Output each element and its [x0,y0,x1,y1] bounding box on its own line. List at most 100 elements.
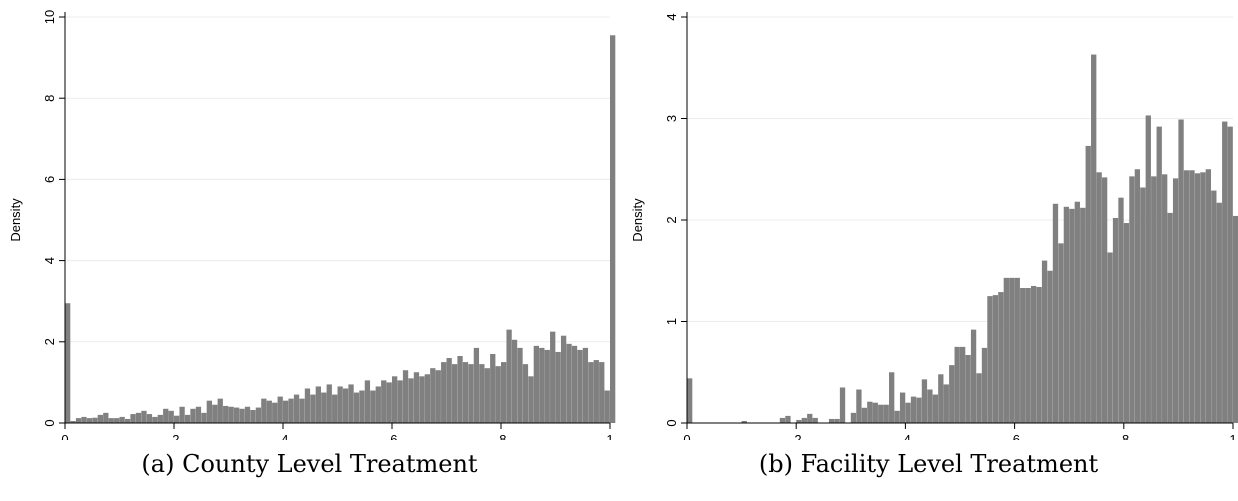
histogram-bar [239,408,245,423]
histogram-bar [796,419,802,423]
histogram-bar [560,335,567,423]
histogram-bar [321,392,327,423]
histogram-bar [419,376,425,423]
histogram-bar [233,407,240,423]
facility-histogram: 0 1 2 3 4 0 .2 .4 .6 .8 1 Density [630,12,1238,440]
histogram-bar [1118,197,1124,423]
x-tick-label: 0 [683,432,690,440]
x-tick-label: .4 [900,432,911,440]
chart-facility-level: 0 1 2 3 4 0 .2 .4 .6 .8 1 Density (b) Facility Leve… [619,0,1238,478]
histogram-bar [1211,190,1217,423]
histogram-bar [807,413,813,423]
histogram-bar [135,412,142,423]
histogram-bar [861,407,868,423]
histogram-bar [174,415,180,423]
histogram-bar [277,396,283,423]
histogram-bar [1140,187,1146,423]
histogram-bar [1101,177,1108,423]
histogram-bar [490,353,496,423]
histogram-bar [1085,145,1091,423]
histogram-bar [593,360,599,423]
histogram-bar [1167,212,1173,423]
histogram-bar [157,414,163,423]
histogram-bar [954,346,960,423]
histogram-bar [255,407,262,423]
histogram-bar [1123,223,1130,423]
histogram-bar [976,373,982,423]
x-tick-label: .8 [496,432,507,440]
histogram-bar [190,408,196,423]
histogram-bar [517,347,523,423]
x-tick-label: 0 [61,432,68,440]
histogram-bar [1172,178,1179,423]
histogram-bar [315,386,321,423]
histogram-bar [943,384,949,423]
histogram-bar [577,349,583,423]
histogram-bar [146,414,153,423]
histogram-bar [1036,286,1042,423]
histogram-bar [386,382,392,423]
histogram-bar [168,410,174,423]
histogram-bar [326,384,332,423]
histogram-bar [342,388,349,423]
histogram-bar [588,362,594,423]
histogram-bar [1156,126,1162,424]
histogram-bar [195,406,202,423]
histogram-bar [359,390,365,423]
histogram-bar [539,347,545,423]
histogram-bar [244,406,251,423]
caption-facility: (b) Facility Level Treatment [758,450,1099,478]
histogram-bar [310,394,316,423]
histogram-bar [899,392,906,423]
y-tick-label: 2 [42,338,57,345]
histogram-bar [889,372,895,423]
histogram-bar [828,418,835,423]
histogram-bar [1129,176,1135,423]
histogram-bar [741,420,747,423]
histogram-bar [479,364,485,423]
histogram-bar [981,347,988,423]
histogram-bar [304,388,311,423]
histogram-bar [381,380,387,423]
histogram-bar [108,418,114,423]
x-tick-label: .6 [1009,432,1020,440]
histogram-bar [850,412,857,423]
histogram-bar [970,329,977,423]
x-tick-label: 1 [606,432,613,440]
histogram-bar [441,362,447,423]
histogram-bar [212,404,218,423]
histogram-bar [1216,202,1222,423]
histogram-bar [905,402,911,423]
histogram-bar [834,418,840,423]
histogram-bar [266,400,272,423]
histogram-bar [987,296,993,423]
histogram-bar [1107,252,1113,423]
histogram-bar [785,415,791,423]
histogram-bar [283,400,289,423]
x-tick-label: .6 [387,432,398,440]
histogram-bar [484,368,490,423]
histogram-bar [288,398,294,423]
y-tick-label: 1 [664,318,679,325]
histogram-bar [501,362,507,423]
histogram-bar [1074,201,1080,423]
histogram-bar [1134,169,1141,423]
histogram-bar [1014,277,1020,423]
histogram-bar [1222,121,1228,424]
histogram-bar [544,349,550,423]
x-tick-label: .2 [169,432,180,440]
histogram-bar [1162,174,1168,423]
histogram-bar [332,394,338,423]
histogram-bar [337,386,343,423]
caption-county: (a) County Level Treatment [141,450,478,478]
histogram-bar [932,394,939,423]
x-tick-label: .4 [278,432,289,440]
histogram-bar [1096,172,1102,423]
histogram-bar [1030,285,1037,423]
histogram-bar [610,35,616,424]
histogram-bar [550,331,556,423]
histogram-bar [201,412,207,423]
histogram-bar [124,418,131,423]
histogram-bar [921,379,928,423]
histogram-bar [566,343,572,423]
